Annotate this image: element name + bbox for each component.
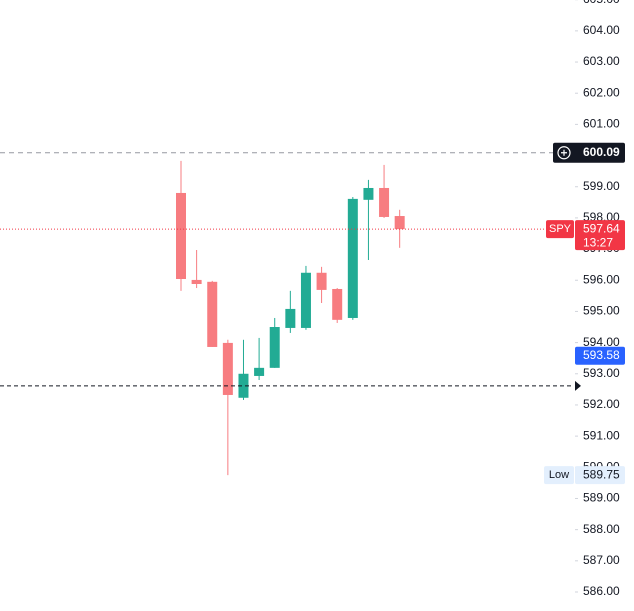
candle-body [176,192,186,280]
candle-body [269,327,280,368]
countdown-label: 13:27 [583,235,613,249]
y-tick-label: 595.00 [583,304,620,318]
y-tick-label: 599.00 [583,179,620,193]
add-icon [557,146,571,160]
crosshair-label-bg [553,142,625,163]
y-tick-label: 592.00 [583,397,620,411]
y-tick-label: 594.00 [583,335,620,349]
y-tick-label: 596.00 [583,272,620,286]
last-price-label: 597.64 [583,221,620,235]
alert-arrow [575,380,581,391]
y-tick-label: 593.00 [583,366,620,380]
y-tick-label: 587.00 [583,553,620,567]
add-icon-plus [561,149,567,156]
candle-body [238,373,249,398]
candle-body [379,187,390,217]
y-tick-label: 591.00 [583,428,620,442]
candle-body [316,272,327,290]
last-price-label-bg [575,220,625,251]
symbol-label-bg [546,220,574,239]
low-price-bg [575,466,625,485]
y-tick-label: 588.00 [583,522,620,536]
candle-body [394,216,405,230]
y-tick-label: 601.00 [583,117,620,131]
y-tick-label: 604.00 [583,23,620,37]
candle-body [222,342,233,395]
low-price: 589.75 [583,467,620,481]
candle-body [300,272,311,328]
reference-label: 593.58 [583,348,620,362]
symbol-label: SPY [549,223,572,235]
candle-body [363,187,374,200]
low-tag-bg [544,466,574,485]
low-tag: Low [549,469,569,481]
candle-body [207,281,218,347]
crosshair-price: 600.09 [583,145,620,159]
y-tick-label: 586.00 [583,584,620,598]
y-tick-label: 589.00 [583,491,620,505]
y-tick-label: 603.00 [583,54,620,68]
y-tick-label: 605.00 [583,0,620,6]
y-tick-label: 602.00 [583,85,620,99]
candle-body [347,198,358,318]
candle-body [254,367,265,376]
candle-body [285,308,296,328]
reference-label-bg [575,346,625,365]
candle-body [191,279,202,284]
candle-body [332,288,343,320]
